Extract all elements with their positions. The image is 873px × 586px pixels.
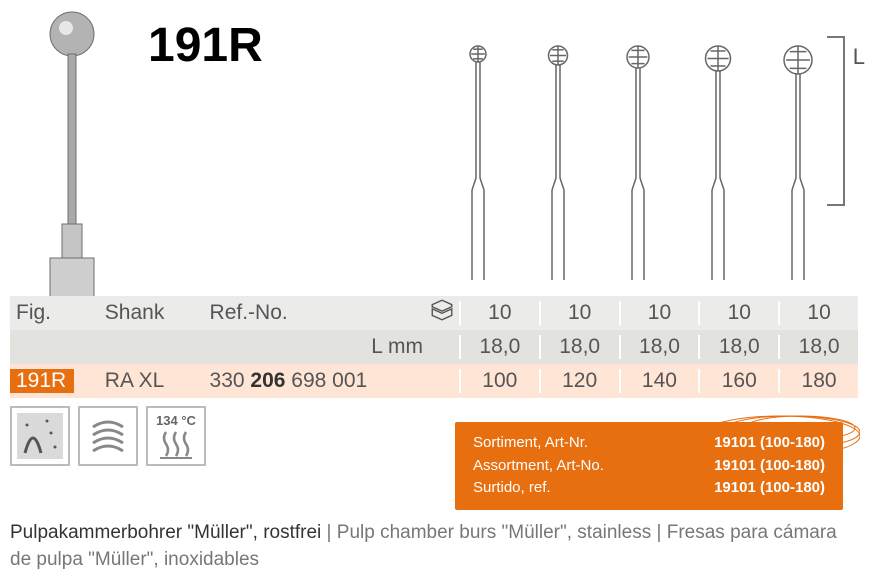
main-bur-image (22, 0, 122, 310)
header-fig: Fig. (10, 301, 105, 325)
lmm-2: 18,0 (539, 335, 619, 359)
qty-1: 10 (459, 301, 539, 325)
product-code: 191R (148, 18, 263, 73)
bur-size-2 (518, 30, 598, 290)
table-header-row: Fig. Shank Ref.-No. 10 10 10 10 10 (10, 296, 858, 330)
ref-size-4: 160 (698, 369, 778, 393)
feature-icons: 134 °C (10, 406, 206, 466)
header-shank: Shank (105, 301, 210, 325)
assortment-line-es: Surtido, ref. 19101 (100-180) (473, 477, 825, 500)
spec-table: Fig. Shank Ref.-No. 10 10 10 10 10 L mm … (10, 296, 858, 398)
lmm-3: 18,0 (619, 335, 699, 359)
ref-size-1: 100 (459, 369, 539, 393)
bur-size-1 (438, 30, 518, 290)
product-description: Pulpakammerbohrer "Müller", rostfrei | P… (10, 520, 853, 573)
assortment-line-de: Sortiment, Art-Nr. 19101 (100-180) (473, 432, 825, 455)
lmm-1: 18,0 (459, 335, 539, 359)
autoclave-icon: 134 °C (146, 406, 206, 466)
size-bur-diagrams (438, 30, 858, 290)
qty-3: 10 (619, 301, 699, 325)
lmm-5: 18,0 (778, 335, 858, 359)
bur-size-4 (678, 30, 758, 290)
header-ref: Ref.-No. (210, 301, 429, 325)
autoclave-temp: 134 °C (156, 413, 196, 428)
ref-size-5: 180 (778, 369, 858, 393)
lmm-label: L mm (210, 335, 429, 359)
qty-5: 10 (778, 301, 858, 325)
ref-fig: 191R (10, 369, 74, 393)
lmm-4: 18,0 (698, 335, 778, 359)
table-lmm-row: L mm 18,0 18,0 18,0 18,0 18,0 (10, 330, 858, 364)
ref-shank: RA XL (105, 369, 210, 393)
ref-size-3: 140 (619, 369, 699, 393)
table-ref-row: 191R RA XL 330 206 698 001 100 120 140 1… (10, 364, 858, 398)
bur-size-3 (598, 30, 678, 290)
qty-2: 10 (539, 301, 619, 325)
assortment-box: Sortiment, Art-Nr. 19101 (100-180) Assor… (455, 422, 843, 510)
waves-icon (78, 406, 138, 466)
box-icon (429, 297, 459, 329)
ref-number: 330 206 698 001 (210, 369, 429, 393)
bur-size-5 (758, 30, 838, 290)
desc-de: Pulpakammerbohrer "Müller", rostfrei (10, 522, 321, 543)
desc-en: Pulp chamber burs "Müller", stainless (337, 522, 651, 543)
surface-icon (10, 406, 70, 466)
qty-4: 10 (698, 301, 778, 325)
ref-size-2: 120 (539, 369, 619, 393)
assortment-line-en: Assortment, Art-No. 19101 (100-180) (473, 455, 825, 478)
